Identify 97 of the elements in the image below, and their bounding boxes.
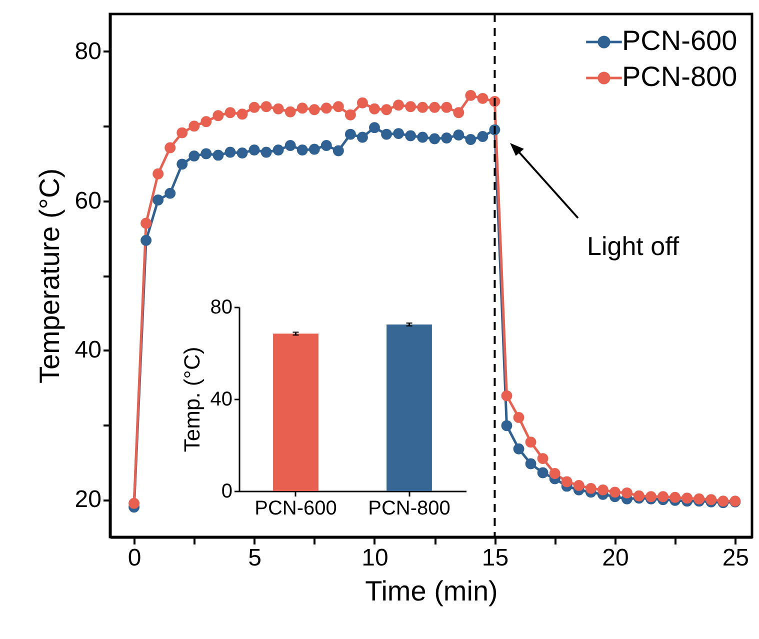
point [573,480,584,491]
y-tick-label: 80 [210,296,232,318]
point [284,140,296,151]
point [621,487,632,498]
point [429,102,440,113]
legend-label: PCN-800 [622,61,738,92]
point [682,492,693,504]
x-tick-label: 20 [602,544,629,572]
point [320,140,332,151]
point [453,130,464,141]
x-tick-label: 15 [482,544,509,572]
point [308,104,320,116]
point [260,146,272,158]
point [597,484,608,496]
point [332,101,344,112]
x-tick-label: 25 [722,544,750,572]
point [441,132,452,144]
x-tick-label: 10 [362,544,388,572]
point [344,109,356,120]
point [140,234,152,246]
point [200,116,212,128]
point [525,436,536,448]
point [429,133,440,144]
point [694,493,705,504]
point [513,412,524,423]
point [140,218,152,229]
point [501,420,512,432]
point [477,92,488,104]
point [525,458,536,470]
point [176,158,188,170]
y-tick-label: 80 [74,38,102,65]
point [272,103,284,114]
y-axis-title: Temp. (°C) [179,346,204,452]
point [272,144,284,156]
point [236,148,248,158]
y-axis-title: Temperature (°C) [34,168,65,384]
point [224,146,236,158]
point [634,490,644,502]
point [344,128,356,140]
point [212,110,224,122]
legend-label: PCN-600 [622,25,738,56]
point [381,104,392,116]
point [405,101,416,112]
point [561,476,572,488]
point [308,144,320,155]
point [236,108,248,120]
point [332,145,344,156]
point [248,102,260,113]
x-tick-label: 5 [248,544,262,572]
x-tick-label: 0 [128,544,142,572]
point [152,168,164,180]
point [513,443,524,454]
point [200,148,212,160]
point [356,132,368,143]
point [188,150,200,162]
annotation: Light off [587,231,680,261]
y-tick-label: 40 [210,388,232,410]
point [441,102,452,113]
x-axis-title: Time (min) [365,576,498,606]
point [393,100,404,111]
point [381,128,392,140]
point [128,498,140,509]
point [417,102,428,113]
point [537,467,548,478]
point [609,486,620,498]
point [369,122,380,134]
point [670,492,681,503]
point [260,101,272,112]
point [658,491,669,502]
point [320,102,332,114]
point [296,144,308,156]
point [224,107,236,118]
point [296,102,308,114]
point [393,128,404,140]
point [164,188,176,199]
point [549,468,560,479]
point [212,150,224,161]
point [585,482,596,494]
y-tick-label: 60 [74,187,102,214]
point [152,194,164,206]
y-tick-label: 40 [74,336,102,364]
point [501,390,512,402]
point [477,131,488,142]
point [188,120,200,132]
point [284,106,296,118]
point [405,130,416,142]
point [369,103,380,114]
point [248,144,260,156]
point [417,132,428,143]
point [356,97,368,108]
point [176,127,188,138]
point [465,90,476,101]
y-tick-label: 0 [221,480,232,502]
point [453,107,464,118]
point [537,453,548,464]
point [465,134,476,145]
point [164,142,176,154]
